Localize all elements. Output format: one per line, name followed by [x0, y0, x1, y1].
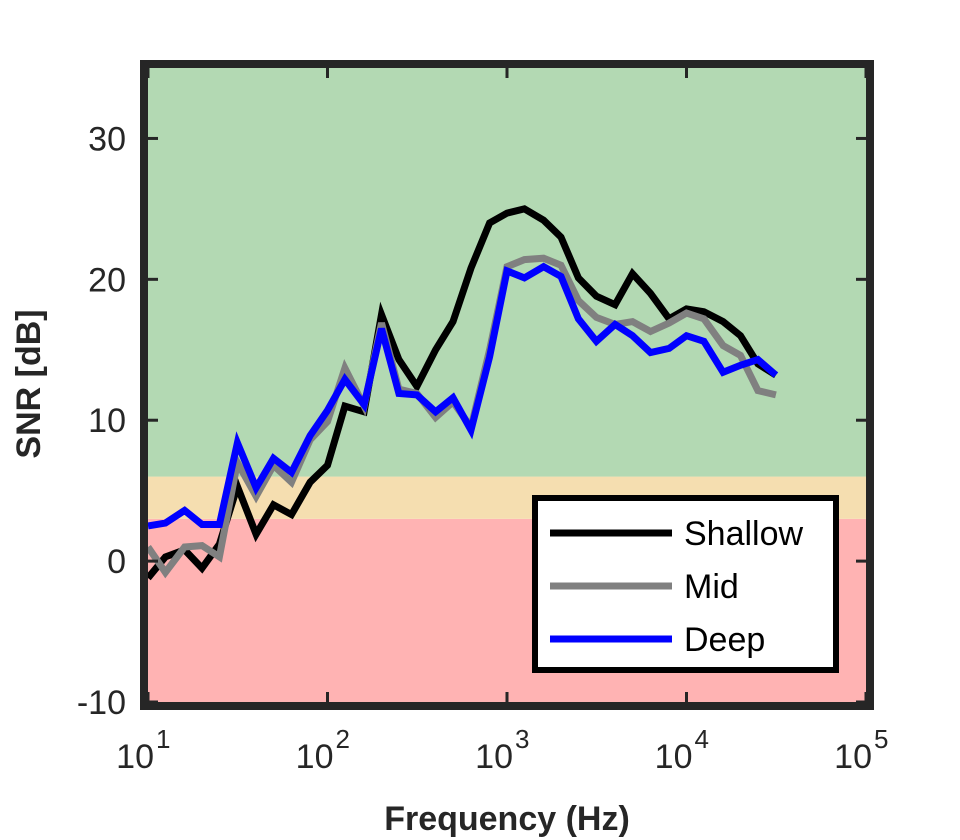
- legend: Shallow Mid Deep: [532, 495, 839, 673]
- x-tick-exponent: 4: [695, 724, 709, 754]
- legend-label-shallow: Shallow: [684, 515, 804, 553]
- y-tick-label: 20: [88, 261, 126, 299]
- x-tick-base: 10: [116, 738, 154, 776]
- y-tick-label: 30: [88, 120, 126, 158]
- x-axis-label: Frequency (Hz): [384, 800, 630, 838]
- legend-label-mid: Mid: [684, 568, 739, 606]
- x-tick-label: 10 3: [475, 724, 529, 776]
- y-tick-labels: -10 0 10 20 30: [77, 120, 126, 722]
- series-line-shallow: [145, 205, 778, 581]
- x-tick-label: 10 1: [116, 724, 170, 776]
- y-axis-label: SNR [dB]: [10, 309, 48, 458]
- x-tick-base: 10: [655, 738, 693, 776]
- y-tick-label: -10: [77, 684, 126, 722]
- x-tick-exponent: 2: [336, 724, 350, 754]
- y-tick-label: 10: [88, 402, 126, 440]
- x-tick-label: 10 4: [655, 724, 709, 776]
- x-tick-base: 10: [296, 738, 334, 776]
- x-tick-exponent: 1: [156, 724, 170, 754]
- x-tick-base: 10: [834, 738, 872, 776]
- series-line-deep: [147, 262, 779, 530]
- legend-label-deep: Deep: [684, 621, 765, 659]
- plot-frame: [140, 60, 874, 710]
- x-tick-exponent: 5: [874, 724, 888, 754]
- x-tick-base: 10: [475, 738, 513, 776]
- data-series: [145, 205, 779, 581]
- x-tick-label: 10 2: [296, 724, 350, 776]
- x-tick-exponent: 3: [515, 724, 529, 754]
- x-tick-labels: 10 1 10 2 10 3 10 4 10 5: [116, 724, 888, 776]
- x-tick-label: 10 5: [834, 724, 888, 776]
- y-tick-label: 0: [107, 543, 126, 581]
